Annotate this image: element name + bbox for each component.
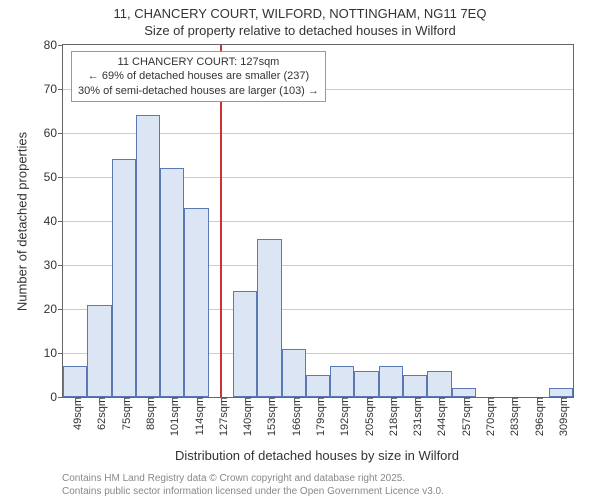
annotation-line-1: 11 CHANCERY COURT: 127sqm [78,55,319,69]
histogram-bar [403,375,427,397]
y-tick-mark [58,265,63,266]
x-tick-mark [318,397,319,402]
x-axis-title: Distribution of detached houses by size … [62,448,572,463]
y-tick-mark [58,177,63,178]
x-tick-mark [269,397,270,402]
chart-titles: 11, CHANCERY COURT, WILFORD, NOTTINGHAM,… [0,0,600,40]
histogram-bar [427,371,451,397]
histogram-bar [354,371,378,397]
y-tick-mark [58,353,63,354]
histogram-bar [452,388,476,397]
annotation-line-3: 30% of semi-detached houses are larger (… [78,84,319,98]
x-tick-label: 101sqm [163,397,181,436]
x-tick-mark [537,397,538,402]
y-tick-mark [58,89,63,90]
x-tick-label: 257sqm [455,397,473,436]
x-tick-mark [439,397,440,402]
x-tick-mark [342,397,343,402]
histogram-bar [112,159,136,397]
x-tick-mark [294,397,295,402]
histogram-bar [160,168,184,397]
x-tick-label: 231sqm [406,397,424,436]
footer-line-2: Contains public sector information licen… [62,485,444,498]
x-tick-label: 283sqm [503,397,521,436]
histogram-bar [87,305,111,397]
title-line-2: Size of property relative to detached ho… [0,23,600,40]
x-tick-mark [197,397,198,402]
y-tick-mark [58,45,63,46]
y-tick-mark [58,221,63,222]
x-tick-label: 296sqm [528,397,546,436]
x-tick-label: 192sqm [333,397,351,436]
histogram-bar [184,208,208,397]
y-tick-mark [58,397,63,398]
y-axis-title: Number of detached properties [15,122,30,322]
x-tick-label: 244sqm [430,397,448,436]
histogram-bar [379,366,403,397]
x-tick-label: 114sqm [188,397,206,435]
x-tick-mark [464,397,465,402]
histogram-bar [330,366,354,397]
x-tick-mark [245,397,246,402]
chart-container: 11, CHANCERY COURT, WILFORD, NOTTINGHAM,… [0,0,600,500]
histogram-bar [63,366,87,397]
x-tick-mark [99,397,100,402]
histogram-bar [257,239,281,397]
footer-attribution: Contains HM Land Registry data © Crown c… [62,472,444,498]
footer-line-1: Contains HM Land Registry data © Crown c… [62,472,444,485]
histogram-bar [282,349,306,397]
histogram-bar [233,291,257,397]
x-tick-mark [172,397,173,402]
x-tick-label: 309sqm [552,397,570,436]
y-tick-mark [58,309,63,310]
histogram-bar [136,115,160,397]
annotation-box: 11 CHANCERY COURT: 127sqm ← 69% of detac… [71,51,326,102]
title-line-1: 11, CHANCERY COURT, WILFORD, NOTTINGHAM,… [0,6,600,23]
x-tick-label: 153sqm [260,397,278,436]
y-tick-mark [58,133,63,134]
x-tick-mark [75,397,76,402]
histogram-bar [306,375,330,397]
x-tick-mark [415,397,416,402]
x-tick-mark [512,397,513,402]
x-tick-mark [124,397,125,402]
x-tick-mark [561,397,562,402]
x-tick-mark [488,397,489,402]
x-tick-mark [391,397,392,402]
x-tick-mark [367,397,368,402]
plot-area: 0102030405060708049sqm62sqm75sqm88sqm101… [62,44,574,398]
x-tick-mark [148,397,149,402]
x-tick-label: 218sqm [382,397,400,436]
x-tick-label: 127sqm [212,397,230,436]
x-tick-label: 270sqm [479,397,497,436]
x-tick-label: 205sqm [358,397,376,436]
x-tick-mark [221,397,222,402]
histogram-bar [549,388,573,397]
x-tick-label: 179sqm [309,397,327,436]
x-tick-label: 140sqm [236,397,254,436]
x-tick-label: 166sqm [285,397,303,436]
annotation-line-2: ← 69% of detached houses are smaller (23… [78,69,319,83]
